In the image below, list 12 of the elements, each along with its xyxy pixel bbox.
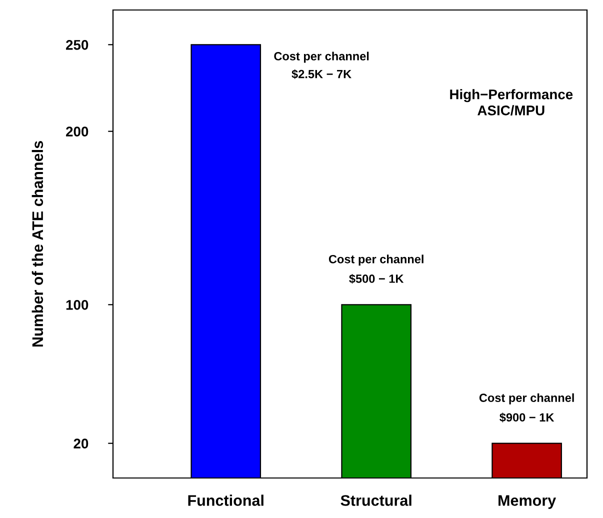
- y-axis-title: Number of the ATE channels: [32, 141, 44, 347]
- y-tick-label: 20: [74, 438, 88, 449]
- y-tick-label: 200: [66, 126, 88, 137]
- x-tick-label: Memory: [498, 495, 556, 509]
- annotation: High−Performance ASIC/MPU: [450, 89, 573, 116]
- x-tick-label: Functional: [188, 494, 264, 506]
- y-tick-label: 100: [66, 300, 88, 310]
- annotation: Cost per channel $500 − 1K: [328, 254, 424, 284]
- y-tick-label: 250: [66, 40, 88, 50]
- annotation: Cost per channel $900 − 1K: [479, 393, 574, 422]
- annotation: Cost per channel $2.5K − 7K: [274, 52, 369, 80]
- x-tick-label: Structural: [340, 494, 412, 506]
